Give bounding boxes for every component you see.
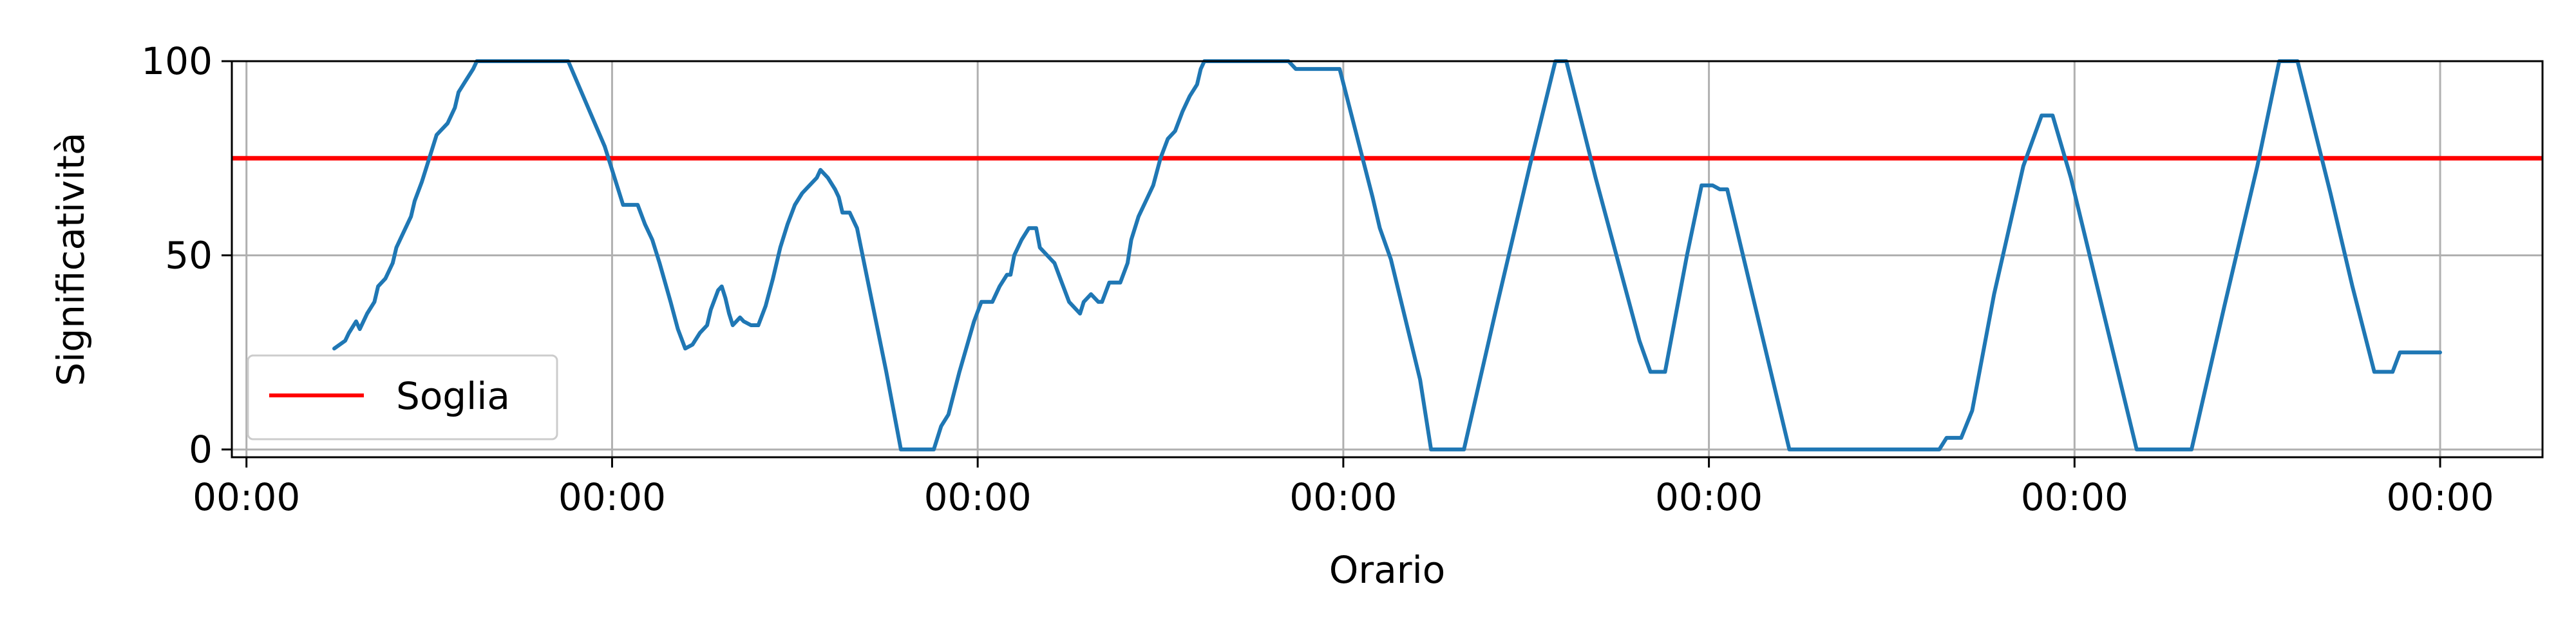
series-line — [332, 59, 2442, 451]
y-axis-label: Significatività — [49, 132, 93, 386]
plot-frame — [231, 60, 2544, 459]
grid-lines — [232, 60, 2543, 457]
series-layer — [332, 59, 2442, 451]
legend-label-soglia: Soglia — [396, 374, 510, 418]
x-tick-label: 00:00 — [558, 475, 666, 519]
legend: Soglia — [247, 354, 558, 440]
y-tick-label: 0 — [189, 428, 213, 471]
x-axis-label: Orario — [1329, 548, 1446, 592]
x-tick-label: 00:00 — [2386, 475, 2494, 519]
y-tick-label: 100 — [141, 39, 213, 83]
x-tick-label: 00:00 — [2021, 475, 2128, 519]
x-tick-label: 00:00 — [1655, 475, 1763, 519]
legend-box — [247, 354, 558, 440]
x-tick-label: 00:00 — [924, 475, 1032, 519]
y-tick-label: 50 — [165, 233, 213, 277]
x-tick-label: 00:00 — [1289, 475, 1397, 519]
x-tick-label: 00:00 — [193, 475, 300, 519]
axis-ticks: 00:00 00:00 00:00 00:00 00:00 00:00 00:0005010… — [141, 39, 2494, 519]
